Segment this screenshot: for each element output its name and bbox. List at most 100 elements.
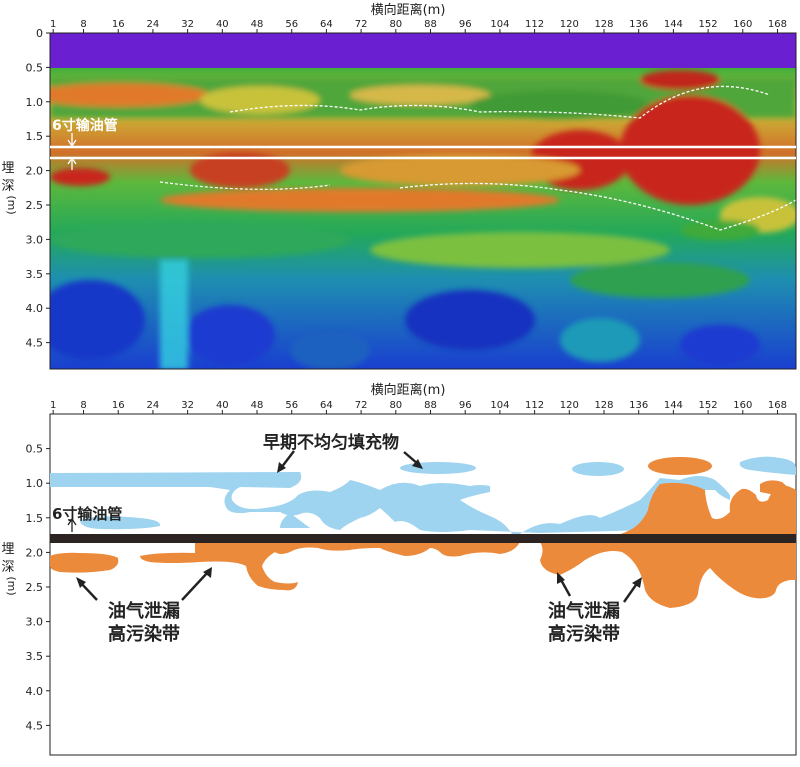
bottom-x-tick-label: 152 (699, 400, 718, 411)
bottom-x-axis-title: 横向距离(m) (371, 382, 446, 398)
bottom-x-tick-label: 80 (389, 400, 402, 411)
bottom-x-tick-label: 8 (80, 400, 86, 411)
top-x-tick-label: 72 (355, 19, 368, 30)
top-y-label-2: 深 (1, 179, 14, 194)
bottom-x-tick-label: 160 (733, 400, 752, 411)
top-x-tick-label: 32 (181, 19, 194, 30)
bottom-y-tick-label: 4.0 (26, 685, 44, 698)
leak-arrow-right-2-head (632, 577, 642, 588)
bottom-x-tick-label: 56 (285, 400, 298, 411)
top-x-tick-label: 128 (594, 19, 613, 30)
top-x-tick-label: 88 (424, 19, 437, 30)
bottom-x-tick-label: 32 (181, 400, 194, 411)
bottom-x-tick-label: 128 (594, 400, 613, 411)
leak-contamination-zones (50, 457, 796, 608)
leak-arrow-left-2 (181, 571, 209, 601)
top-plot-frame (49, 32, 797, 370)
top-y-tick-label: 4.5 (26, 337, 44, 350)
top-y-tick-label: 2.0 (26, 165, 44, 178)
bottom-x-tick-label: 1 (50, 400, 56, 411)
top-y-label-1: 埋 (1, 161, 14, 176)
leak-label-right-1: 油气泄漏 (548, 600, 620, 622)
fill-label: 早期不均匀填充物 (263, 432, 399, 453)
leak-label-right-2: 高污染带 (548, 623, 620, 645)
top-x-tick-label: 144 (664, 19, 683, 30)
bottom-y-label-1: 埋 (1, 542, 14, 557)
top-y-tick-label: 4.0 (26, 302, 44, 315)
bottom-x-tick-label: 88 (424, 400, 437, 411)
top-pipe-arrow-down (67, 133, 77, 148)
bottom-panel: 横向距离(m) 1 8 16 24 32 40 48 56 64 72 80 88 96 104 112 12… (1, 382, 797, 756)
top-y-tick-label: 3.0 (26, 233, 44, 246)
top-y-tick-label: 3.5 (26, 268, 44, 281)
bottom-y-tick-label: 3.0 (26, 616, 44, 629)
bottom-x-tick-label: 168 (768, 400, 787, 411)
bottom-x-tick-label: 24 (147, 400, 160, 411)
bottom-y-tick-label: 0.5 (26, 443, 44, 456)
bottom-y-label-2: 深 (1, 560, 14, 575)
top-y-label-3: (m) (5, 195, 18, 214)
bottom-x-tick-label: 120 (560, 400, 579, 411)
top-pipe-label: 6寸输油管 (52, 117, 118, 134)
bottom-pipe-bar (50, 534, 796, 543)
bottom-x-tick-label: 136 (629, 400, 648, 411)
top-pipe-arrow-up (67, 156, 77, 170)
top-x-tick-label: 48 (251, 19, 264, 30)
bottom-y-label-3: (m) (5, 576, 18, 595)
leak-arrow-left-1-head (76, 577, 86, 588)
leak-arrow-right-2 (623, 581, 639, 603)
bottom-pipe-arrow (67, 517, 77, 532)
bottom-x-tick-label: 16 (112, 400, 125, 411)
top-x-tick-label: 1 (50, 19, 56, 30)
top-y-tick-label: 2.5 (26, 199, 44, 212)
bottom-y-tick-label: 2.5 (26, 581, 44, 594)
bottom-y-tick-label: 4.5 (26, 719, 44, 732)
top-y-axis-ticks: 0 0.5 1.0 1.5 2.0 2.5 3.0 3.5 4.0 4.5 (26, 27, 50, 350)
bottom-y-tick-label: 1.0 (26, 477, 44, 490)
bottom-y-tick-label: 2.0 (26, 546, 44, 559)
top-x-tick-label: 168 (768, 19, 787, 30)
top-x-tick-label: 56 (285, 19, 298, 30)
bottom-y-tick-label: 3.5 (26, 650, 44, 663)
fill-arrow-left-head (277, 462, 286, 473)
leak-arrow-right-1-head (557, 572, 565, 584)
top-x-axis-ticks: 1 8 16 24 32 40 48 56 64 72 80 88 96 104 112 120 128 136 1… (50, 19, 787, 33)
top-x-tick-label: 120 (560, 19, 579, 30)
top-x-tick-label: 8 (80, 19, 86, 30)
leak-label-left-1: 油气泄漏 (108, 600, 180, 622)
bottom-x-tick-label: 40 (216, 400, 229, 411)
fill-arrow-left (280, 450, 295, 469)
top-x-axis-title: 横向距离(m) (371, 2, 446, 18)
bottom-y-axis-ticks: 0.5 1.0 1.5 2.0 2.5 3.0 3.5 4.0 4.5 (26, 443, 50, 732)
top-x-tick-label: 80 (389, 19, 402, 30)
top-purple-band (50, 33, 796, 68)
bottom-x-axis-ticks: 1 8 16 24 32 40 48 56 64 72 80 88 96 104 112 120 128 136 1… (50, 400, 787, 414)
top-panel: 横向距离(m) 1 8 16 24 32 40 48 56 64 72 80 88 96 104 112 12… (1, 2, 797, 370)
top-y-tick-label: 1.5 (26, 130, 44, 143)
top-y-tick-label: 1.0 (26, 96, 44, 109)
top-x-tick-label: 160 (733, 19, 752, 30)
fill-arrow-right-head (412, 459, 423, 469)
top-x-tick-label: 40 (216, 19, 229, 30)
top-x-tick-label: 152 (699, 19, 718, 30)
gpr-section-image (50, 68, 796, 369)
top-y-tick-label: 0 (36, 27, 43, 40)
top-x-tick-label: 24 (147, 19, 160, 30)
leak-label-left-2: 高污染带 (108, 623, 180, 645)
bottom-x-tick-label: 112 (525, 400, 544, 411)
top-x-tick-label: 64 (320, 19, 333, 30)
bottom-x-tick-label: 72 (355, 400, 368, 411)
bottom-x-tick-label: 64 (320, 400, 333, 411)
top-x-tick-label: 136 (629, 19, 648, 30)
bottom-pipe-label: 6寸输油管 (52, 505, 122, 523)
bottom-x-tick-label: 48 (251, 400, 264, 411)
bottom-x-tick-label: 96 (459, 400, 472, 411)
top-x-tick-label: 112 (525, 19, 544, 30)
leak-arrow-left-2-head (203, 567, 212, 578)
top-y-tick-label: 0.5 (26, 61, 44, 74)
top-x-tick-label: 104 (490, 19, 509, 30)
top-x-tick-label: 96 (459, 19, 472, 30)
bottom-x-tick-label: 144 (664, 400, 683, 411)
top-x-tick-label: 16 (112, 19, 125, 30)
